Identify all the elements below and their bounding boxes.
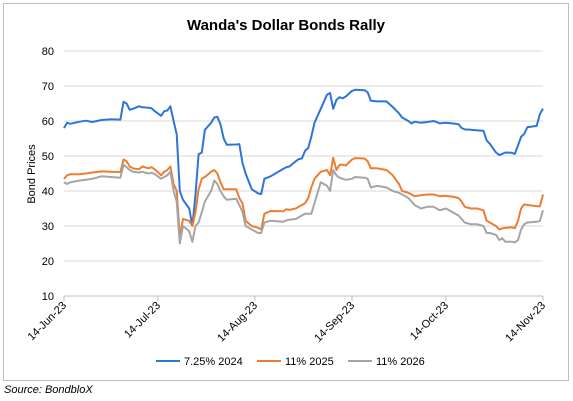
x-tick-label: 14-Oct-23 [408, 300, 451, 343]
series-lines [63, 88, 544, 245]
series-line-1 [63, 156, 544, 238]
gridlines [64, 50, 543, 262]
legend: 7.25% 2024 11% 2025 11% 2026 [156, 356, 425, 368]
series-line-0 [63, 88, 544, 227]
y-tick-label: 60 [42, 116, 54, 128]
legend-label-2: 11% 2026 [376, 356, 425, 368]
y-tick-label: 10 [42, 291, 54, 303]
x-tick-label: 14-Sep-23 [312, 300, 357, 345]
legend-label-1: 11% 2025 [285, 356, 334, 368]
source-note: Source: BondbloX [4, 384, 93, 396]
y-tick-label: 70 [42, 81, 54, 93]
y-tick-label: 40 [42, 186, 54, 198]
y-tick-label: 80 [42, 46, 54, 58]
legend-label-0: 7.25% 2024 [184, 356, 243, 368]
series-line-2 [63, 163, 544, 245]
chart-frame [3, 3, 569, 381]
y-tick-label: 50 [42, 151, 54, 163]
y-tick-label: 30 [42, 221, 54, 233]
x-tick-label: 14-Aug-23 [215, 300, 260, 345]
x-tick-label: 14-Nov-23 [503, 300, 548, 345]
y-axis-label: Bond Prices [26, 144, 38, 204]
chart-title: Wanda's Dollar Bonds Rally [187, 17, 386, 34]
axes: 10 20 30 40 50 60 70 80 14-Jun-23 14-Jul-23 14-Aug… [26, 46, 549, 344]
y-tick-label: 20 [42, 256, 54, 268]
x-tick-label: 14-Jul-23 [122, 300, 163, 341]
x-tick-label: 14-Jun-23 [26, 300, 70, 344]
